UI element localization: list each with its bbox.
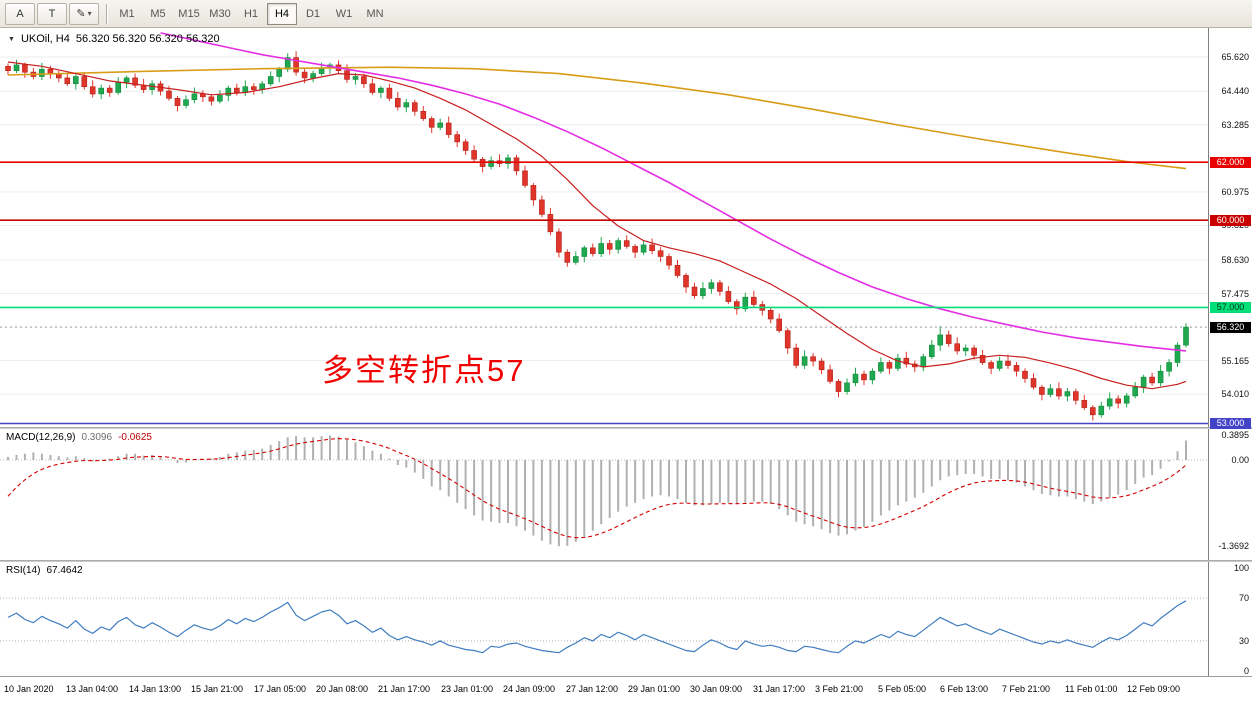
timeframe-button-m1[interactable]: M1 <box>119 7 135 20</box>
time-axis-label: 21 Jan 17:00 <box>378 684 431 694</box>
macd-signal-value: -0.0625 <box>118 432 152 443</box>
toolbar-separator <box>106 3 107 24</box>
time-axis-label: 27 Jan 12:00 <box>566 684 619 694</box>
tool-button-group: A T ✎ ▾ <box>5 2 101 25</box>
rsi-label: RSI(14) 67.4642 <box>6 565 83 576</box>
time-axis-label: 23 Jan 01:00 <box>441 684 494 694</box>
timeframe-button-w1[interactable]: W1 <box>335 7 353 20</box>
price-axis-label: 58.630 <box>1221 255 1249 265</box>
macd-axis-label: 0.00 <box>1231 455 1249 465</box>
main-chart-panel[interactable]: 65.62064.44063.28560.97559.82058.63057.4… <box>0 28 1252 429</box>
timeframe-button-h4[interactable]: H4 <box>267 2 297 25</box>
time-axis-label: 10 Jan 2020 <box>4 684 54 694</box>
chart-annotation-text[interactable]: 多空转折点57 <box>322 353 526 388</box>
chart-symbol-title: ▼ UKOil, H4 56.320 56.320 56.320 56.320 <box>8 33 220 45</box>
time-axis-label: 11 Feb 01:00 <box>1065 684 1118 694</box>
text-tool-icon: T <box>48 7 56 20</box>
time-axis-label: 14 Jan 13:00 <box>129 684 182 694</box>
main-chart-canvas[interactable] <box>0 28 1208 432</box>
price-axis[interactable]: 65.62064.44063.28560.97559.82058.63057.4… <box>1208 28 1252 429</box>
time-axis[interactable]: 10 Jan 2020 13 Jan 04:00 14 Jan 13:00 15 Ja… <box>0 677 1252 702</box>
time-axis-label: 20 Jan 08:00 <box>316 684 369 694</box>
timeframe-button-h1[interactable]: H1 <box>243 7 259 20</box>
symbol-label: UKOil, H4 <box>20 33 70 45</box>
price-axis-label: 57.475 <box>1221 289 1249 299</box>
macd-label: MACD(12,26,9) 0.3096 -0.0625 <box>6 432 152 443</box>
rsi-value: 67.4642 <box>46 565 83 576</box>
time-axis-label: 7 Feb 21:00 <box>1002 684 1051 694</box>
draw-tool-button[interactable]: ✎ ▾ <box>69 2 99 25</box>
panel-separator[interactable] <box>0 427 1252 429</box>
price-axis-label: 54.010 <box>1221 389 1249 399</box>
time-axis-label: 30 Jan 09:00 <box>690 684 743 694</box>
ma-slow-orange <box>7 66 1187 170</box>
rsi-line <box>7 600 1187 654</box>
price-badge: 62.000 <box>1210 157 1251 168</box>
rsi-panel[interactable]: 100 70 30 0 RSI(14) 67.4642 <box>0 562 1252 676</box>
rsi-axis-label: 30 <box>1238 636 1249 646</box>
timeframe-group: M1 M5 M15 M30 H1 H4 D1 W1 MN <box>112 2 391 25</box>
rsi-name: RSI(14) <box>6 565 41 576</box>
ma-fast-red <box>7 61 1187 390</box>
price-axis-label: 65.620 <box>1221 52 1249 62</box>
candles-layer <box>5 51 1189 421</box>
draw-tool-icon: ✎ <box>76 8 86 20</box>
toolbar: A T ✎ ▾ M1 M5 M15 M30 H1 H4 D1 W1 MN <box>0 0 1252 28</box>
time-axis-label: 15 Jan 21:00 <box>191 684 244 694</box>
current-price-badge: 56.320 <box>1210 322 1251 333</box>
time-axis-label: 29 Jan 01:00 <box>628 684 681 694</box>
macd-histogram <box>7 435 1187 547</box>
chevron-down-icon: ▾ <box>87 9 92 18</box>
panel-separator <box>0 676 1252 677</box>
time-axis-label: 3 Feb 21:00 <box>815 684 864 694</box>
ma-mid-magenta <box>160 32 1187 352</box>
time-axis-label: 12 Feb 09:00 <box>1127 684 1181 694</box>
macd-panel[interactable]: 0.3895 0.00 -1.3692 MACD(12,26,9) 0.3096 -… <box>0 429 1252 560</box>
macd-signal-line <box>7 438 1187 539</box>
rsi-axis[interactable]: 100 70 30 0 <box>1208 562 1252 676</box>
time-axis-label: 17 Jan 05:00 <box>254 684 307 694</box>
price-axis-label: 63.285 <box>1221 120 1249 130</box>
rsi-axis-label: 70 <box>1238 593 1249 603</box>
text-tool-button[interactable]: T <box>37 2 67 25</box>
ohlc-values: 56.320 56.320 56.320 56.320 <box>75 33 220 45</box>
time-axis-label: 31 Jan 17:00 <box>753 684 806 694</box>
time-axis-label: 5 Feb 05:00 <box>878 684 927 694</box>
rsi-axis-label: 0 <box>1243 666 1249 676</box>
cursor-tool-icon: A <box>16 7 24 20</box>
macd-canvas[interactable] <box>0 429 1208 565</box>
timeframe-button-mn[interactable]: MN <box>366 7 384 20</box>
collapse-icon[interactable]: ▼ <box>8 35 15 43</box>
time-axis-label: 6 Feb 13:00 <box>940 684 989 694</box>
rsi-canvas[interactable] <box>0 562 1208 681</box>
price-badge: 60.000 <box>1210 215 1251 226</box>
hlines-layer <box>0 161 1208 425</box>
cursor-tool-button[interactable]: A <box>5 2 35 25</box>
time-axis-label: 13 Jan 04:00 <box>66 684 119 694</box>
price-axis-label: 60.975 <box>1221 187 1249 197</box>
grid-layer <box>0 56 1208 395</box>
timeframe-button-m5[interactable]: M5 <box>150 7 166 20</box>
rsi-axis-label: 100 <box>1233 563 1249 573</box>
price-axis-label: 55.165 <box>1221 356 1249 366</box>
price-badge: 57.000 <box>1210 302 1251 313</box>
timeframe-button-d1[interactable]: D1 <box>305 7 321 20</box>
time-axis-label: 24 Jan 09:00 <box>503 684 556 694</box>
macd-axis-label: -1.3692 <box>1218 541 1249 551</box>
panel-separator[interactable] <box>0 560 1252 562</box>
macd-axis-label: 0.3895 <box>1221 430 1249 440</box>
price-badge: 53.000 <box>1210 418 1251 429</box>
timeframe-button-m15[interactable]: M15 <box>178 7 200 20</box>
macd-axis[interactable]: 0.3895 0.00 -1.3692 <box>1208 429 1252 560</box>
price-axis-label: 64.440 <box>1221 86 1249 96</box>
macd-value: 0.3096 <box>81 432 113 443</box>
macd-name: MACD(12,26,9) <box>6 432 76 443</box>
timeframe-button-m30[interactable]: M30 <box>209 7 231 20</box>
